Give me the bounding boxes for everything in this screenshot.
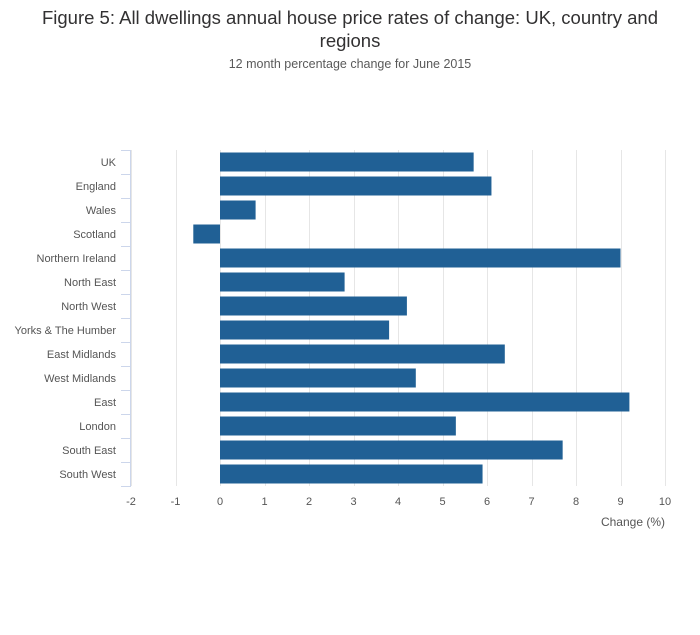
bars bbox=[193, 152, 630, 484]
category-label: East Midlands bbox=[47, 349, 117, 361]
x-tick-label: 3 bbox=[350, 496, 356, 508]
chart-subtitle: 12 month percentage change for June 2015 bbox=[228, 57, 472, 71]
bar-yorks-the-humber bbox=[220, 320, 390, 340]
bar-north-east bbox=[220, 272, 345, 292]
category-label: London bbox=[79, 421, 116, 433]
x-tick-label: 4 bbox=[395, 496, 401, 508]
x-tick-label: 6 bbox=[484, 496, 490, 508]
bar-south-east bbox=[220, 440, 563, 460]
chart-title: Figure 5: All dwellings annual house pri… bbox=[41, 7, 658, 51]
category-label: South East bbox=[62, 445, 116, 457]
x-tick-label: 9 bbox=[617, 496, 623, 508]
x-tick-label: 7 bbox=[528, 496, 534, 508]
bar-uk bbox=[220, 152, 474, 172]
x-tick-label: 8 bbox=[573, 496, 579, 508]
bar-england bbox=[220, 176, 492, 196]
x-tick-label: 10 bbox=[659, 496, 671, 508]
category-label: UK bbox=[101, 157, 117, 169]
bar-northern-ireland bbox=[220, 248, 621, 268]
category-label: West Midlands bbox=[44, 373, 116, 385]
category-label: England bbox=[76, 181, 116, 193]
category-label: South West bbox=[59, 469, 116, 481]
bar-east-midlands bbox=[220, 344, 505, 364]
grid-lines bbox=[131, 150, 666, 486]
bar-north-west bbox=[220, 296, 407, 316]
bar-south-west bbox=[220, 464, 483, 484]
bar-west-midlands bbox=[220, 368, 416, 388]
x-tick-label: 1 bbox=[261, 496, 267, 508]
category-label: Scotland bbox=[73, 229, 116, 241]
bar-east bbox=[220, 392, 630, 412]
bar-wales bbox=[220, 200, 256, 220]
category-label: East bbox=[94, 397, 116, 409]
axes bbox=[121, 150, 131, 487]
category-label: North East bbox=[64, 277, 116, 289]
x-tick-label: 2 bbox=[306, 496, 312, 508]
category-label: North West bbox=[61, 301, 116, 313]
category-label: Northern Ireland bbox=[37, 253, 117, 265]
bar-london bbox=[220, 416, 456, 436]
x-tick-label: -1 bbox=[171, 496, 181, 508]
x-tick-label: -2 bbox=[126, 496, 136, 508]
category-label: Wales bbox=[86, 205, 117, 217]
labels: -2 -1 0 1 2 3 4 5 6 7 8 9 10 UK England Wales Scotland No… bbox=[15, 157, 672, 529]
x-tick-label: 0 bbox=[217, 496, 223, 508]
x-axis-title: Change (%) bbox=[601, 515, 665, 529]
bar-scotland bbox=[193, 224, 220, 244]
x-tick-label: 5 bbox=[439, 496, 445, 508]
category-label: Yorks & The Humber bbox=[15, 325, 117, 337]
